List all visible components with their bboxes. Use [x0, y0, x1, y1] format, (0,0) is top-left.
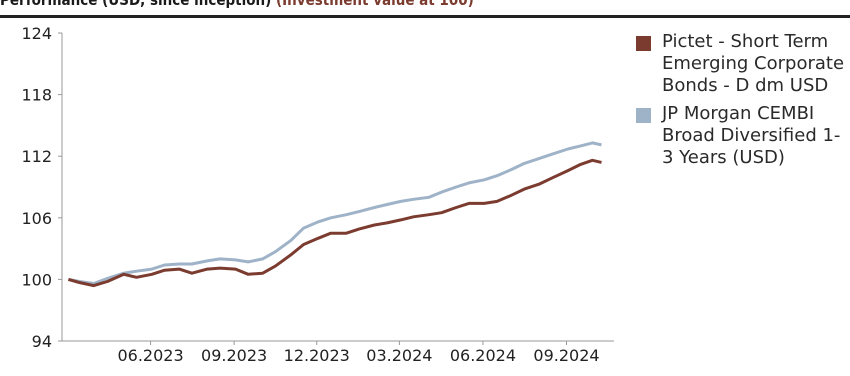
- series-line-benchmark: [68, 141, 602, 285]
- series-lines: [67, 141, 602, 288]
- y-tick-label: 100: [21, 270, 52, 289]
- legend-label-benchmark: JP Morgan CEMBI Broad Diversified 1-3 Ye…: [662, 103, 841, 168]
- chart-heading-accent: (Investment value at 100): [275, 0, 474, 9]
- y-tick-label: 124: [21, 24, 52, 43]
- y-tick-label: 118: [21, 86, 52, 105]
- x-tick-label: 03.2024: [366, 346, 432, 365]
- y-axis-ticks: 94 100 106 112 118 124: [21, 24, 62, 351]
- y-tick-label: 94: [32, 332, 52, 351]
- x-tick-label: 06.2024: [450, 346, 516, 365]
- chart-axes: [61, 33, 614, 342]
- legend-label-fund: Pictet - Short Term Emerging Corporate B…: [662, 31, 845, 96]
- legend-item-benchmark: JP Morgan CEMBI Broad Diversified 1-3 Ye…: [636, 103, 848, 169]
- chart-heading-prefix: Performance (USD, since inception): [0, 0, 272, 9]
- x-tick-label: 09.2023: [201, 346, 267, 365]
- chart-heading: Performance (USD, since inception) (Inve…: [0, 0, 474, 9]
- x-tick-label: 09.2024: [533, 346, 599, 365]
- legend-item-fund: Pictet - Short Term Emerging Corporate B…: [636, 31, 848, 97]
- x-axis-ticks: 06.2023 09.2023 12.2023 03.2024 06.2024 09.20…: [117, 341, 600, 365]
- y-tick-label: 106: [21, 209, 52, 228]
- x-tick-label: 06.2023: [117, 346, 183, 365]
- x-tick-label: 12.2023: [284, 346, 350, 365]
- y-tick-label: 112: [21, 147, 52, 166]
- legend-swatch-fund: [636, 36, 651, 51]
- header-strip: Performance (USD, since inception) (Inve…: [0, 0, 850, 18]
- series-line-fund: [67, 158, 602, 288]
- legend-swatch-benchmark: [636, 108, 651, 123]
- legend: Pictet - Short Term Emerging Corporate B…: [636, 31, 848, 175]
